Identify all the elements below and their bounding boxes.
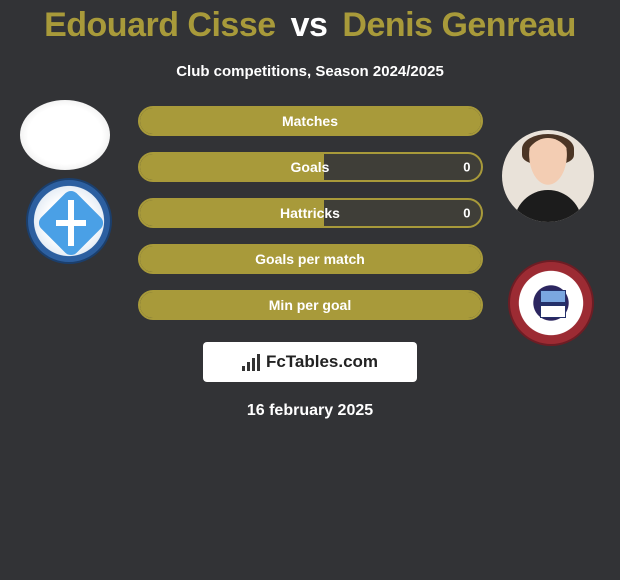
stats-list: Matches Goals 0 Hattricks 0 Goals per match Mi… — [138, 106, 483, 320]
stat-value-right: 0 — [463, 206, 470, 221]
stat-label: Goals per match — [255, 251, 365, 267]
player1-avatar — [20, 100, 110, 170]
stat-row: Matches — [138, 106, 483, 136]
snapshot-date: 16 february 2025 — [0, 402, 620, 420]
stat-label: Min per goal — [269, 297, 351, 313]
player2-name: Denis Genreau — [342, 6, 575, 44]
stat-row: Hattricks 0 — [138, 198, 483, 228]
comparison-title: Edouard Cisse vs Denis Genreau — [0, 0, 620, 45]
player2-club-badge — [508, 260, 594, 346]
chart-icon — [242, 353, 260, 371]
stat-row: Min per goal — [138, 290, 483, 320]
brand-logo: FcTables.com — [203, 342, 417, 382]
stat-label: Goals — [291, 159, 330, 175]
stat-value-right: 0 — [463, 160, 470, 175]
stat-row: Goals 0 — [138, 152, 483, 182]
brand-text: FcTables.com — [266, 352, 378, 372]
vs-label: vs — [291, 6, 328, 44]
player1-club-badge — [26, 178, 112, 264]
stat-row: Goals per match — [138, 244, 483, 274]
subtitle: Club competitions, Season 2024/2025 — [0, 63, 620, 80]
player1-name: Edouard Cisse — [44, 6, 276, 44]
player2-avatar — [502, 130, 594, 222]
stat-label: Hattricks — [280, 205, 340, 221]
stat-label: Matches — [282, 113, 338, 129]
